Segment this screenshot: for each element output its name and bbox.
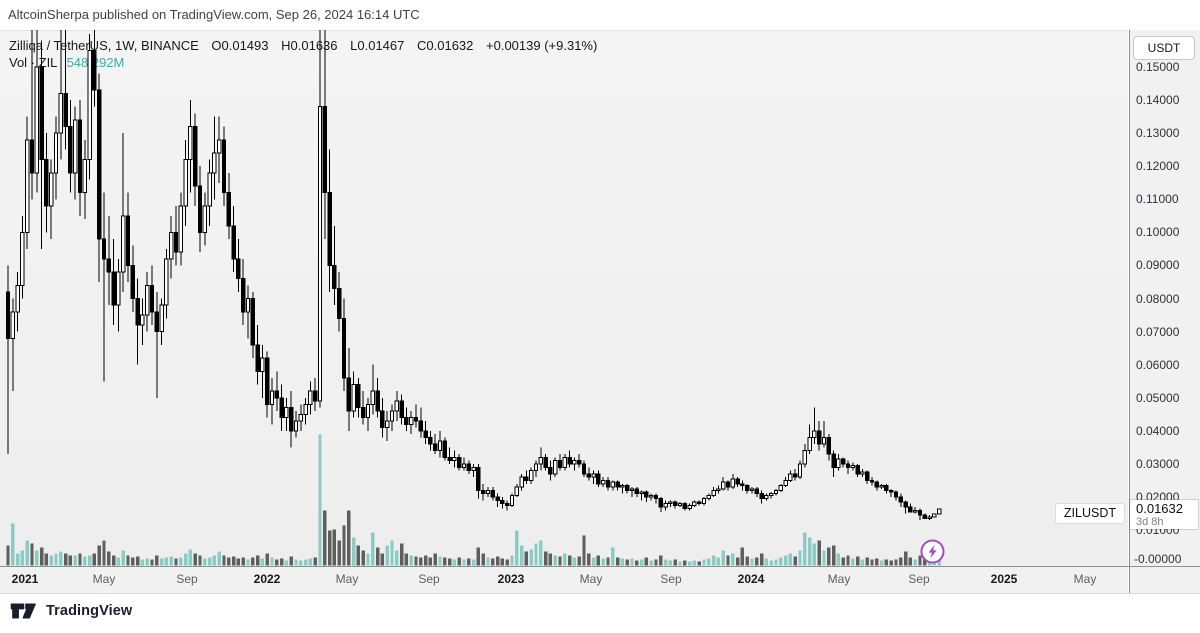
time-axis-label: May (1073, 572, 1097, 586)
chart-legend-line1: Zilliqa / TetherUS, 1W, BINANCE O0.01493… (9, 38, 597, 53)
price-axis-tick: 0.11000 (1136, 192, 1179, 207)
attribution-text: AltcoinSherpa published on TradingView.c… (8, 7, 420, 22)
tradingview-logo-icon (10, 603, 36, 619)
time-axis-label: Sep (908, 572, 930, 586)
lightning-bolt-icon (920, 539, 945, 564)
time-axis-label: Sep (418, 572, 440, 586)
price-axis-tick: 0.05000 (1136, 390, 1180, 405)
ohlc-change: +0.00139 (+9.31%) (486, 38, 598, 53)
bar-close-countdown: 3d 8h (1136, 516, 1164, 528)
time-axis-label: May (827, 572, 851, 586)
price-axis-tick: 0.08000 (1136, 291, 1180, 306)
price-axis-tick: 0.14000 (1136, 93, 1180, 108)
price-axis-tick: 0.15000 (1136, 60, 1180, 74)
price-axis-tick: 0.06000 (1136, 357, 1180, 372)
boost-button[interactable] (919, 538, 946, 565)
ohlc-open: O0.01493 (211, 38, 269, 53)
tradingview-brand-text: TradingView (46, 603, 133, 619)
last-price-value: 0.01632 (1136, 501, 1183, 516)
volume-value: 548.292M (66, 55, 125, 70)
time-axis-label: Sep (176, 572, 198, 586)
chart-legend-line2: Vol · ZIL 548.292M (9, 55, 124, 70)
symbol-description: Zilliqa / TetherUS, 1W, BINANCE (9, 38, 199, 53)
price-axis-tick: 0.10000 (1136, 225, 1180, 240)
tradingview-footer[interactable]: TradingView (10, 602, 132, 620)
ohlc-close: C0.01632 (417, 38, 474, 53)
time-axis-separator-line (0, 566, 1200, 567)
time-axis-label: Sep (660, 572, 682, 586)
volume-zero-tick: -0.00000 (1134, 552, 1182, 566)
currency-toggle-button[interactable]: USDT (1133, 36, 1195, 60)
time-axis-label: May (335, 572, 359, 586)
price-axis-tick: 0.12000 (1136, 159, 1180, 174)
time-axis-label: May (92, 572, 116, 586)
time-axis-background (0, 567, 1128, 593)
price-axis-tick: 0.04000 (1136, 423, 1180, 438)
ohlc-low: L0.01467 (350, 38, 405, 53)
time-axis-label: 2021 (11, 572, 39, 586)
price-axis-tick: 0.07000 (1136, 324, 1180, 339)
time-axis-label: 2024 (737, 572, 765, 586)
price-axis-panel[interactable] (1129, 30, 1200, 593)
time-axis-label: 2022 (253, 572, 281, 586)
time-axis-label: May (579, 572, 603, 586)
chart-bottom-border (0, 593, 1200, 594)
time-axis-label: 2025 (990, 572, 1018, 586)
last-price-axis-label: 0.01632 3d 8h (1130, 500, 1198, 529)
chart-plot-background (0, 30, 1128, 567)
symbol-price-tag: ZILUSDT (1055, 504, 1124, 523)
price-axis-tick: 0.03000 (1136, 456, 1180, 471)
ohlc-high: H0.01636 (281, 38, 338, 53)
price-axis-tick: 0.13000 (1136, 126, 1180, 141)
volume-indicator-label: Vol · ZIL (9, 55, 57, 70)
price-axis-tick: 0.09000 (1136, 258, 1180, 273)
time-axis-label: 2023 (497, 572, 525, 586)
